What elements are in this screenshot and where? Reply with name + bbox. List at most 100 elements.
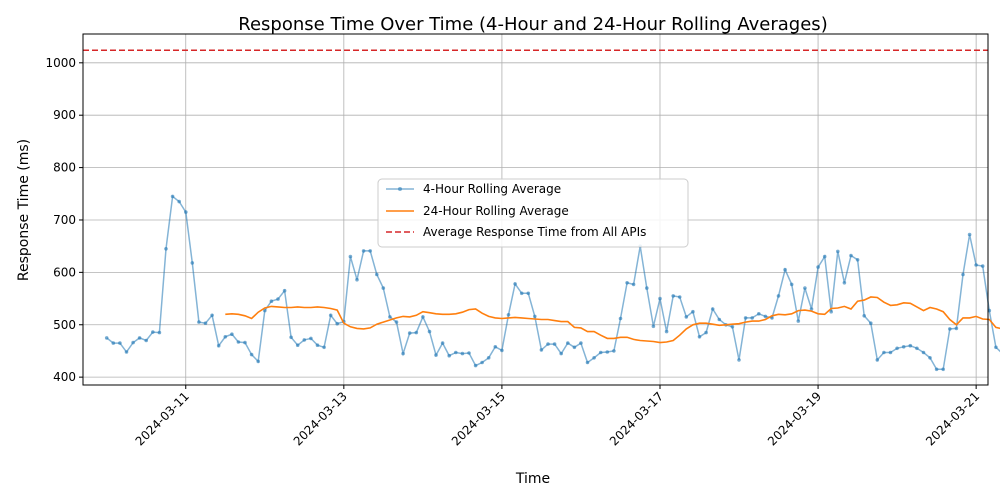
- data-point-4h: [915, 346, 919, 351]
- data-point-4h: [934, 367, 939, 372]
- data-point-4h: [375, 272, 379, 277]
- data-point-4h: [803, 286, 807, 290]
- data-point-4h: [809, 307, 814, 311]
- data-point-4h: [908, 343, 913, 348]
- data-point-4h: [684, 315, 689, 319]
- data-point-4h: [276, 297, 280, 301]
- plot-frame: [82, 33, 989, 386]
- data-point-4h: [447, 353, 452, 358]
- data-point-4h: [625, 281, 629, 285]
- data-point-4h: [170, 194, 175, 199]
- data-point-4h: [144, 338, 148, 343]
- data-point-4h: [836, 249, 840, 254]
- data-point-4h: [954, 326, 959, 331]
- data-point-4h: [757, 312, 761, 316]
- data-point-4h: [605, 350, 610, 354]
- data-point-4h: [348, 254, 353, 259]
- data-point-4h: [197, 320, 201, 324]
- data-point-4h: [118, 341, 122, 345]
- data-point-4h: [704, 330, 708, 335]
- data-point-4h: [743, 316, 748, 320]
- data-point-4h: [177, 199, 181, 204]
- data-point-4h: [980, 264, 985, 268]
- data-point-4h: [533, 314, 537, 319]
- data-point-4h: [585, 360, 590, 365]
- data-point-4h: [295, 343, 300, 348]
- data-point-4h: [783, 267, 787, 272]
- data-point-4h: [190, 261, 195, 265]
- data-point-4h: [328, 313, 333, 318]
- data-point-4h: [493, 345, 498, 349]
- data-point-4h: [598, 350, 603, 355]
- data-point-4h: [750, 316, 754, 320]
- data-point-4h: [664, 329, 669, 334]
- x-tick-label: 2024-03-15: [449, 389, 508, 448]
- data-point-4h: [928, 356, 932, 360]
- plot-area: [83, 49, 1000, 372]
- data-point-4h: [862, 314, 866, 318]
- data-point-4h: [921, 350, 926, 355]
- y-tick-label: 700: [53, 213, 76, 227]
- y-tick-label: 600: [53, 265, 76, 279]
- data-point-4h: [368, 249, 373, 253]
- y-axis-label: Response Time (ms): [16, 139, 32, 281]
- data-point-4h: [282, 288, 287, 293]
- data-point-4h: [460, 351, 465, 356]
- data-point-4h: [500, 348, 504, 353]
- data-point-4h: [355, 277, 359, 282]
- data-point-4h: [579, 341, 583, 345]
- data-point-4h: [677, 295, 682, 299]
- data-point-4h: [849, 253, 853, 258]
- data-point-4h: [658, 296, 662, 301]
- chart-title: Response Time Over Time (4-Hour and 24-H…: [238, 14, 827, 35]
- data-point-4h: [506, 313, 511, 317]
- data-point-4h: [888, 350, 893, 355]
- series-line-24h: [225, 296, 1000, 344]
- data-point-4h: [414, 330, 419, 335]
- data-point-4h: [440, 341, 445, 345]
- data-point-4h: [645, 286, 649, 290]
- data-point-4h: [223, 335, 228, 339]
- data-point-4h: [895, 346, 899, 351]
- data-point-4h: [994, 345, 998, 350]
- y-axis-ticks: 400 500 600 700 800 900 1000: [45, 56, 83, 384]
- data-point-4h: [855, 258, 860, 262]
- x-axis-label: Time: [515, 471, 550, 487]
- data-point-4h: [388, 315, 392, 319]
- data-point-4h: [381, 286, 386, 290]
- data-point-4h: [289, 335, 293, 340]
- data-point-4h: [730, 325, 735, 329]
- data-point-4h: [263, 308, 267, 313]
- data-point-4h: [184, 210, 188, 214]
- data-point-4h: [302, 338, 307, 342]
- data-point-4h: [967, 232, 972, 237]
- data-point-4h: [480, 360, 484, 365]
- data-point-4h: [869, 321, 873, 326]
- data-point-4h: [526, 291, 531, 296]
- data-point-4h: [256, 359, 261, 364]
- data-point-4h: [104, 336, 109, 340]
- data-point-4h: [776, 294, 781, 298]
- data-point-4h: [829, 309, 833, 314]
- x-tick-label: 2024-03-21: [923, 389, 982, 448]
- data-point-4h: [691, 309, 695, 314]
- y-tick-label: 900: [53, 108, 76, 122]
- data-point-4h: [421, 315, 425, 319]
- data-point-4h: [789, 282, 794, 287]
- data-point-4h: [434, 353, 438, 357]
- data-point-4h: [737, 358, 741, 362]
- legend-label-24h: 24-Hour Rolling Average: [423, 204, 569, 218]
- data-point-4h: [697, 335, 702, 339]
- y-tick-label: 800: [53, 161, 76, 175]
- data-point-4h: [164, 247, 168, 251]
- data-point-4h: [763, 314, 768, 319]
- data-point-4h: [559, 351, 563, 356]
- data-point-4h: [539, 348, 544, 352]
- data-point-4h: [513, 282, 517, 286]
- legend-box: [377, 178, 689, 248]
- data-point-4h: [816, 265, 820, 269]
- data-point-4h: [322, 345, 326, 350]
- legend-label-reference: Average Response Time from All APIs: [423, 225, 646, 239]
- data-point-4h: [243, 340, 247, 345]
- data-point-4h: [131, 340, 135, 345]
